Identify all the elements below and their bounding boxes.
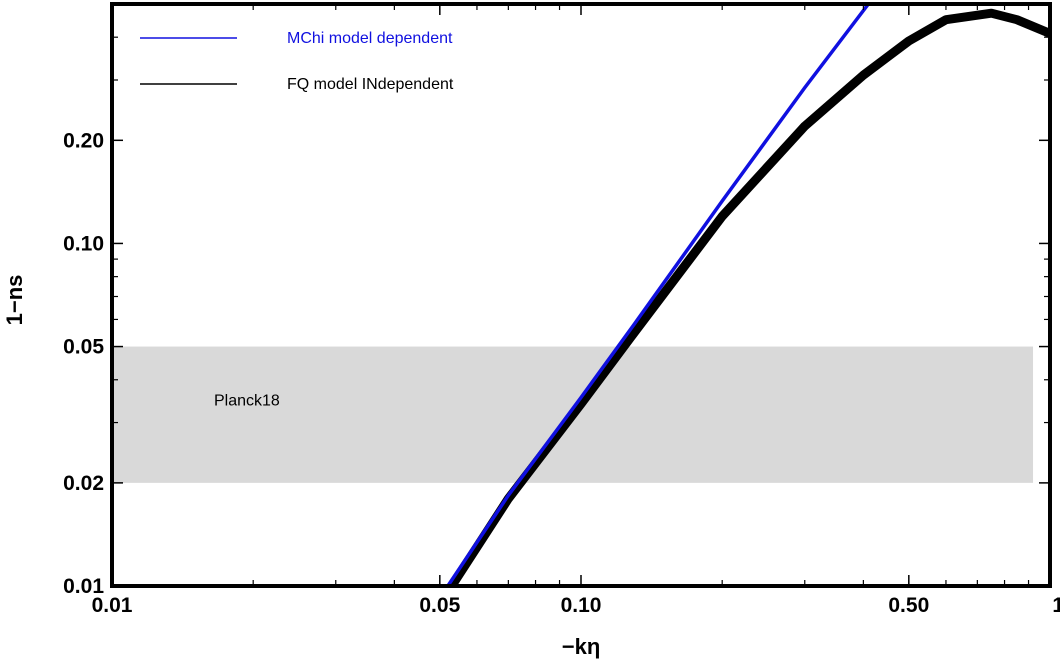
y-tick-label: 0.20	[63, 129, 104, 152]
series-line-mchi	[446, 4, 870, 586]
y-tick-label: 0.10	[63, 232, 104, 255]
x-tick-label: 0.05	[419, 594, 460, 617]
series-layer	[446, 4, 1050, 586]
legend-label: FQ model INdependent	[287, 76, 454, 93]
y-tick-label: 0.05	[63, 336, 104, 359]
y-axis-title: 1−ns	[2, 275, 27, 326]
x-axis-title: −kη	[562, 634, 601, 659]
y-tick-label: 0.01	[63, 575, 104, 598]
planck-band-label: Planck18	[214, 393, 280, 410]
y-tick-label: 0.02	[63, 472, 104, 495]
plot-frame	[110, 2, 1052, 588]
frame-layer	[110, 2, 1052, 588]
legend-label: MChi model dependent	[287, 30, 453, 47]
tick-layer: 0.01 0.05 0.10 0.50 1 0.01 0.02 0.05 0.10 0.20	[63, 4, 1060, 617]
series-line-fq	[447, 8, 1050, 586]
x-tick-label: 1	[1052, 594, 1060, 617]
x-tick-label: 0.10	[561, 594, 602, 617]
x-tick-label: 0.50	[888, 594, 929, 617]
legend: MChi model dependent FQ model INdependent	[140, 30, 454, 93]
x-tick-label: 0.01	[92, 594, 133, 617]
